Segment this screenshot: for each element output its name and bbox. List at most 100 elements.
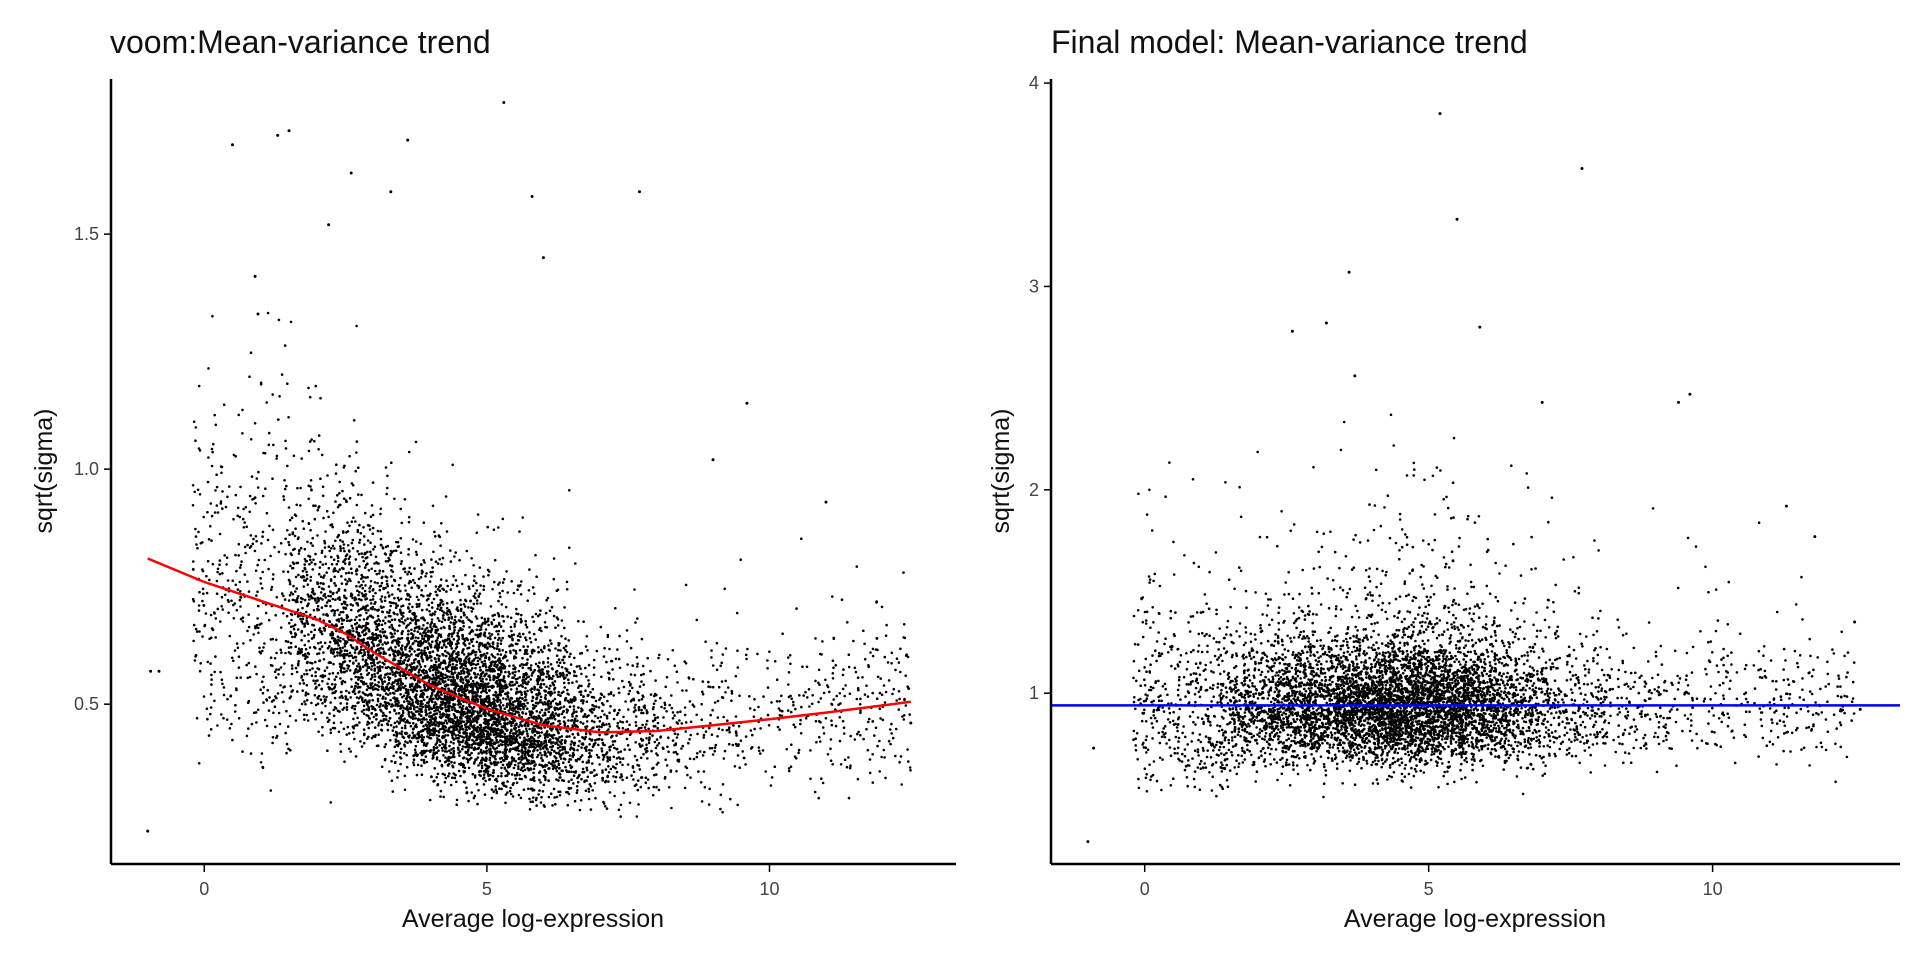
data-point [453, 555, 456, 558]
data-point [537, 646, 540, 649]
data-point [469, 630, 473, 633]
data-point [209, 662, 212, 665]
data-point [293, 599, 297, 602]
data-point [501, 751, 505, 754]
data-point [296, 486, 299, 490]
data-point [504, 749, 507, 752]
data-point [724, 647, 728, 650]
data-point [548, 649, 552, 652]
data-point [485, 620, 489, 624]
data-point [422, 559, 426, 562]
data-point [652, 785, 656, 789]
data-point [345, 708, 349, 711]
data-point [222, 686, 226, 689]
data-point [573, 799, 577, 803]
data-point [235, 569, 238, 573]
data-point [360, 645, 363, 649]
data-point [378, 694, 382, 697]
data-point [500, 728, 503, 732]
data-point [195, 716, 199, 720]
data-point [789, 710, 793, 714]
data-point [571, 718, 574, 722]
data-point [503, 766, 507, 770]
data-point [675, 736, 679, 739]
data-point [486, 732, 489, 736]
data-point [308, 395, 312, 399]
data-point [641, 664, 645, 668]
data-point [644, 776, 648, 779]
data-point [886, 661, 890, 664]
data-point [424, 755, 428, 758]
data-point [736, 754, 740, 757]
data-point [580, 672, 583, 676]
data-point [608, 791, 612, 794]
data-point [543, 745, 546, 748]
data-point [419, 632, 422, 635]
data-point [410, 628, 413, 632]
data-point [537, 745, 541, 748]
data-point [314, 660, 317, 664]
data-point [530, 674, 533, 677]
data-point [572, 721, 576, 724]
data-point [456, 677, 459, 680]
data-point [346, 725, 350, 729]
data-point [303, 547, 307, 551]
data-point [598, 720, 602, 723]
data-point [444, 654, 448, 658]
data-point [263, 558, 267, 562]
data-point [252, 633, 255, 636]
data-point [592, 666, 596, 669]
data-point [482, 773, 486, 776]
data-point [247, 699, 251, 703]
data-point [503, 707, 507, 710]
data-point [471, 717, 475, 721]
data-point [312, 608, 316, 612]
data-point [637, 803, 640, 806]
data-point [444, 680, 447, 683]
data-point [333, 609, 337, 613]
data-point [282, 495, 285, 498]
data-point [738, 766, 741, 769]
data-point [548, 727, 552, 730]
data-point [339, 702, 343, 705]
data-point [449, 783, 453, 787]
data-point [315, 601, 318, 605]
data-point [407, 710, 411, 714]
data-point [367, 726, 371, 730]
data-point [415, 595, 419, 599]
data-point [753, 727, 756, 731]
data-point [883, 655, 887, 659]
data-point [724, 691, 727, 694]
data-point [246, 629, 249, 633]
data-point [534, 798, 538, 802]
data-point [884, 776, 887, 780]
data-point [651, 734, 654, 737]
data-point [448, 675, 452, 679]
data-point [609, 705, 612, 708]
data-point [511, 737, 515, 741]
data-point [340, 667, 343, 670]
data-point [462, 648, 465, 651]
data-point [419, 639, 422, 643]
data-point [215, 485, 219, 489]
data-point [638, 685, 642, 688]
data-point [475, 581, 478, 585]
data-point [221, 608, 224, 611]
data-point [373, 683, 377, 686]
data-point [444, 738, 448, 742]
data-point [660, 705, 663, 709]
data-point [367, 714, 370, 718]
data-point [508, 683, 511, 686]
data-point [809, 777, 812, 781]
data-point [525, 638, 528, 642]
data-point [414, 622, 418, 626]
data-point [351, 596, 354, 600]
data-point [279, 626, 283, 629]
data-point [354, 659, 358, 662]
data-point [567, 786, 571, 790]
data-point [568, 655, 571, 658]
data-point [474, 633, 477, 637]
data-point [471, 687, 475, 691]
data-point [478, 650, 482, 653]
data-point [404, 721, 408, 724]
